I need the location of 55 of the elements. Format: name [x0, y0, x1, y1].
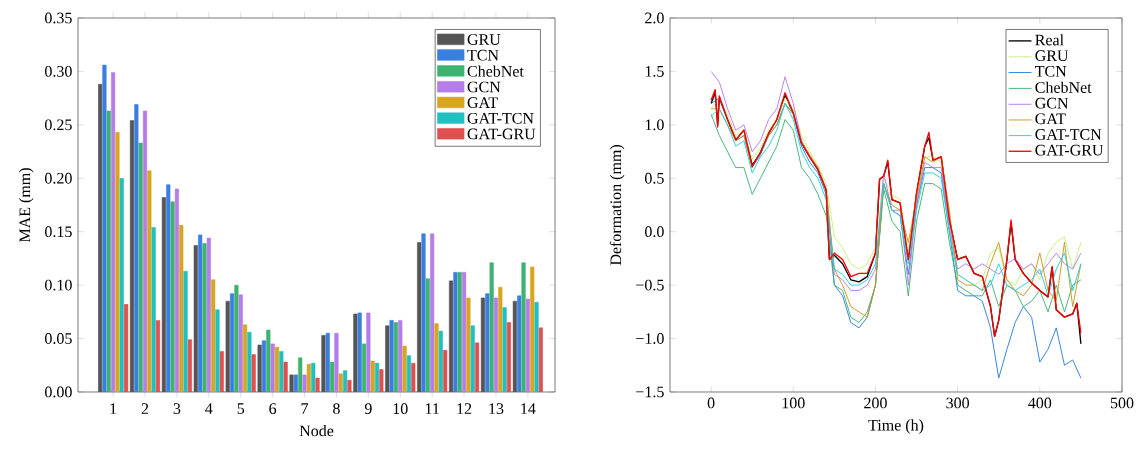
x-tick-label: 200	[864, 397, 887, 409]
legend-label: GRU	[1035, 50, 1069, 62]
x-tick-label: 10	[393, 403, 408, 415]
x-tick-label: 14	[521, 403, 536, 414]
x-tick-label: 100	[782, 397, 805, 409]
legend-label: GAT-TCN	[467, 112, 534, 124]
legend-label: GAT-TCN	[1035, 129, 1102, 140]
x-tick-label: 12	[457, 403, 472, 414]
y-tick-label: 0.10	[45, 279, 72, 291]
y-axis-title: Deformation (mm)	[609, 145, 625, 266]
y-tick-label: 1.5	[645, 66, 664, 77]
legend-label: GAT-GRU	[467, 128, 536, 140]
y-tick-label: 0.00	[45, 386, 72, 398]
x-tick-label: 9	[364, 403, 372, 415]
y-tick-label: −1.0	[636, 333, 664, 344]
x-tick-label: 7	[301, 403, 309, 414]
y-tick-label: 2.0	[645, 12, 664, 24]
x-tick-label: 0	[707, 397, 715, 409]
y-tick-label: 0.30	[45, 65, 72, 77]
legend-label: TCN	[467, 49, 499, 61]
y-tick-label: 0.05	[45, 333, 72, 344]
legend-label: ChebNet	[467, 65, 524, 77]
y-tick-label: 0.0	[645, 226, 664, 238]
x-tick-label: 11	[425, 403, 439, 414]
x-tick-label: 8	[333, 403, 340, 415]
y-tick-label: 0.15	[45, 226, 72, 238]
legend-label: GCN	[467, 81, 501, 93]
legend-label: GAT	[1035, 113, 1066, 125]
y-tick-label: −1.5	[636, 386, 664, 398]
x-tick-label: 300	[946, 397, 970, 409]
y-tick-label: 0.25	[45, 119, 72, 131]
y-tick-label: 1.0	[645, 119, 664, 131]
legend-label: GAT-GRU	[1035, 144, 1104, 156]
y-tick-label: 0.20	[45, 172, 72, 184]
legend-label: Real	[1035, 34, 1064, 46]
x-tick-label: 500	[1110, 397, 1134, 409]
x-tick-label: 6	[269, 403, 277, 415]
y-tick-label: 0.35	[45, 12, 72, 24]
legend-label: GRU	[467, 34, 501, 45]
x-axis-title: Time (h)	[868, 419, 924, 434]
x-tick-label: 1	[110, 403, 117, 414]
x-tick-label: 5	[237, 403, 245, 414]
x-tick-label: 2	[141, 403, 149, 414]
y-tick-label: 0.5	[645, 172, 664, 184]
x-tick-label: 4	[205, 403, 213, 414]
y-axis-title: MAE (mm)	[18, 168, 34, 243]
x-tick-label: 13	[489, 403, 504, 415]
x-tick-label: 3	[173, 403, 181, 415]
legend-label: ChebNet	[1035, 81, 1092, 93]
y-tick-label: −0.5	[636, 279, 664, 291]
x-axis-title: Node	[299, 425, 334, 437]
legend-label: GAT	[467, 97, 498, 109]
x-tick-label: 400	[1028, 397, 1052, 409]
legend-label: GCN	[1035, 97, 1069, 109]
legend-label: TCN	[1035, 65, 1067, 77]
